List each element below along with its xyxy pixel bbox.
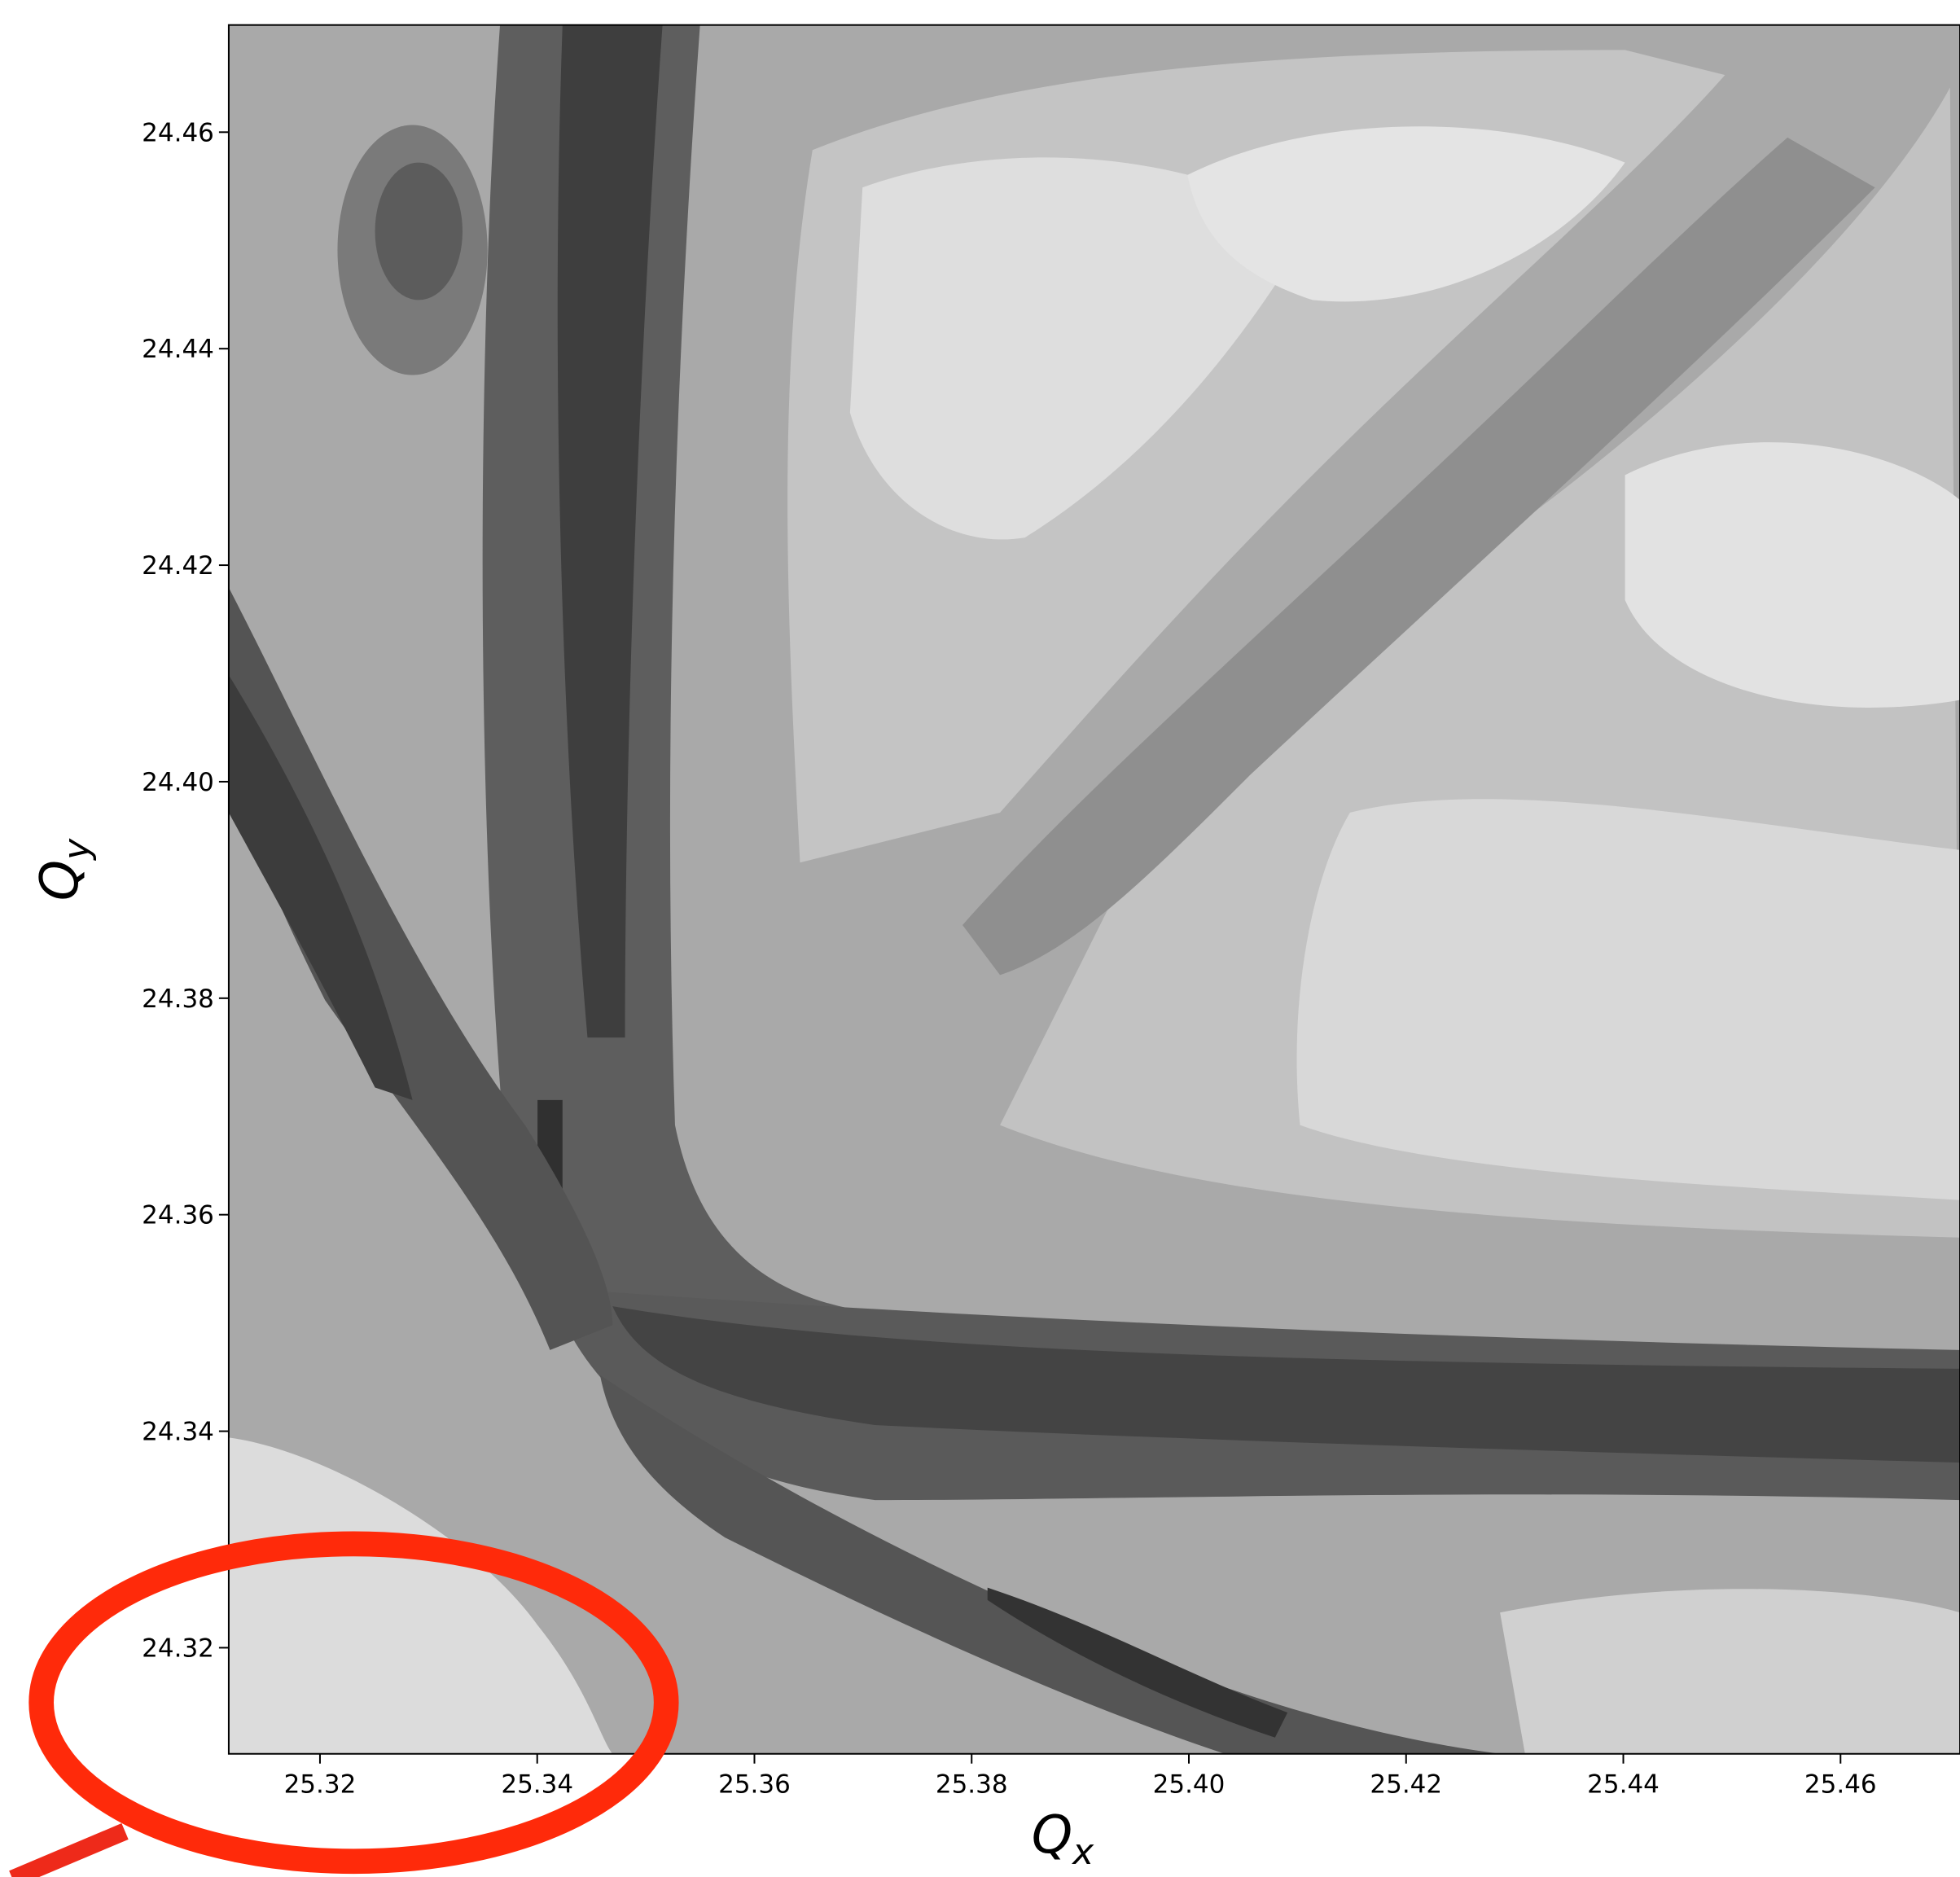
y-axis-label: Qy <box>30 838 98 901</box>
y-tick-label: 24.34 <box>142 1418 214 1447</box>
y-label-sub: y <box>56 838 98 862</box>
x-tick-label: 25.44 <box>1587 1770 1660 1800</box>
x-label-sub: x <box>1071 1831 1094 1873</box>
x-label-main: Q <box>1032 1805 1072 1866</box>
x-tick-label: 25.32 <box>284 1770 357 1800</box>
x-tick-label: 25.36 <box>718 1770 791 1800</box>
y-tick-label: 24.46 <box>142 118 214 147</box>
y-tick-label: 24.42 <box>142 551 214 581</box>
x-axis-label: Qx <box>1032 1805 1094 1873</box>
x-tick-label: 25.38 <box>936 1770 1008 1800</box>
contour-field <box>9 24 1960 1877</box>
x-tick-label: 25.46 <box>1804 1770 1877 1800</box>
x-tick-label: 25.34 <box>501 1770 573 1800</box>
y-tick-label: 24.44 <box>142 335 214 364</box>
y-label-main: Q <box>30 860 90 901</box>
y-tick-label: 24.38 <box>142 985 214 1014</box>
y-tick-label: 24.36 <box>142 1201 214 1230</box>
y-tick-label: 24.40 <box>142 768 214 797</box>
x-tick-label: 25.40 <box>1153 1770 1226 1800</box>
y-tick-label: 24.32 <box>142 1634 214 1663</box>
x-tick-label: 25.42 <box>1370 1770 1442 1800</box>
